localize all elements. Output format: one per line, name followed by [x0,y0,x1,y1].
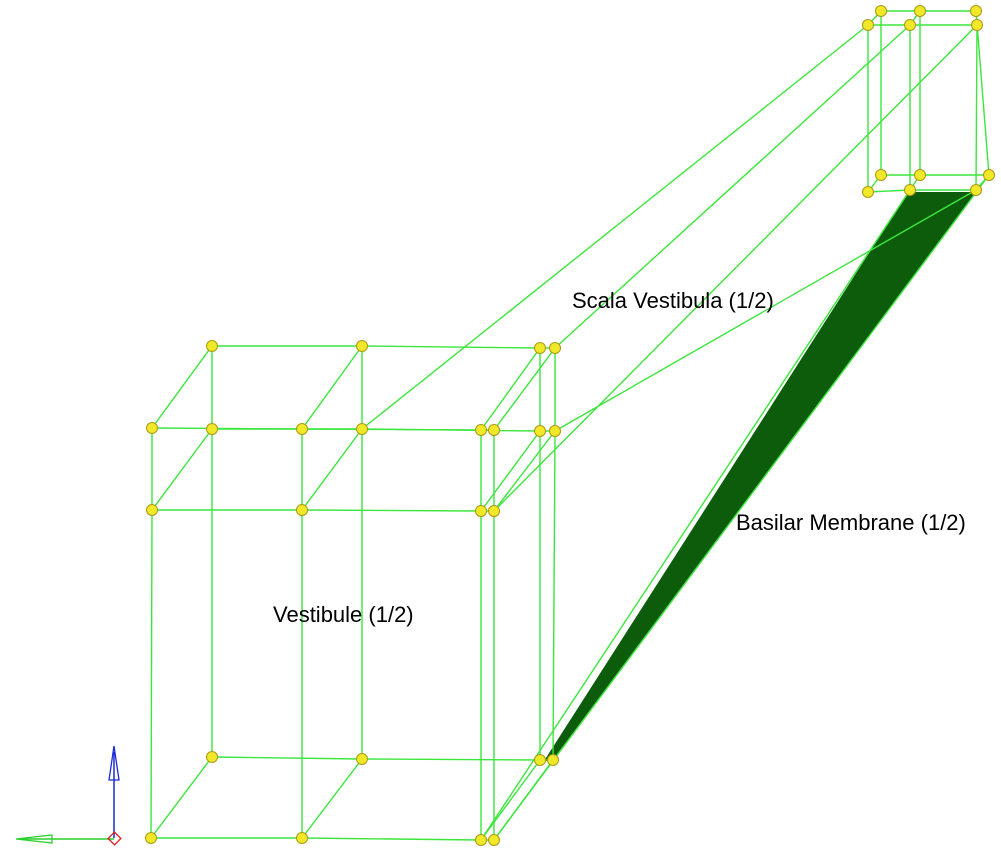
wireframe-edge [361,24,869,430]
wireframe-edges [150,10,990,841]
mesh-node[interactable] [146,422,158,434]
wireframe-edge [361,345,541,349]
wireframe-edge [301,837,482,841]
mesh-node[interactable] [206,751,218,763]
wireframe-edge [151,345,213,429]
mesh-node[interactable] [488,834,500,846]
vestibule-label: Vestibule (1/2) [273,602,414,627]
mesh-node[interactable] [206,423,218,435]
wireframe-edge [554,24,911,349]
mesh-node[interactable] [875,5,887,17]
wireframe-edge [301,428,482,431]
wireframe-edge [493,430,556,512]
basilar-membrane-surface[interactable] [544,192,976,761]
mesh-node[interactable] [146,504,158,516]
mesh-node[interactable] [549,342,561,354]
mesh-node[interactable] [296,832,308,844]
mesh-node[interactable] [862,19,874,31]
mesh-node[interactable] [904,19,916,31]
mesh-node[interactable] [296,504,308,516]
wireframe-edge [150,509,153,839]
wireframe-nodes [145,5,995,846]
wireframe-edge [493,24,978,512]
mesh-node[interactable] [914,5,926,17]
mesh-node[interactable] [488,424,500,436]
wireframe-edge [552,430,556,761]
wireframe-edge [554,189,977,432]
wireframe-edge [301,428,363,511]
wireframe-edge [480,347,541,431]
mesh-node[interactable] [970,184,982,196]
mesh-node[interactable] [971,19,983,31]
mesh-node[interactable] [145,832,157,844]
mesh-node[interactable] [206,340,218,352]
mesh-node[interactable] [475,834,487,846]
mesh-node[interactable] [475,505,487,517]
wireframe-edge [151,427,303,430]
axis-up-arrowhead [108,745,120,781]
wireframe-edge [480,189,911,841]
wireframe-edge [151,428,213,511]
mesh-node[interactable] [356,423,368,435]
wireframe-edge [301,758,363,839]
scala-vestibula-label: Scala Vestibula (1/2) [572,288,774,313]
wireframe-edge [480,430,541,512]
mesh-node[interactable] [862,186,874,198]
wireframe-edge [150,756,213,839]
wireframe-edge [211,756,363,760]
wireframe-edge [975,10,990,176]
mesh-node[interactable] [534,342,546,354]
axis-left-arrowhead [15,834,53,844]
mesh-node[interactable] [549,425,561,437]
wireframe-edge [867,189,911,193]
wireframe-edge [493,174,990,841]
mesh-node[interactable] [904,184,916,196]
mesh-node[interactable] [970,5,982,17]
wireframe-edge [975,24,978,191]
mesh-node[interactable] [875,169,887,181]
wireframe-edge [493,347,556,431]
wireframe-edge [301,345,363,430]
mesh-node[interactable] [488,505,500,517]
basilar-membrane-label: Basilar Membrane (1/2) [736,510,966,535]
mesh-node[interactable] [356,753,368,765]
mesh-node[interactable] [983,169,995,181]
mesh-node[interactable] [914,169,926,181]
axis-origin-marker [107,831,122,846]
wireframe-edge [480,759,541,841]
mesh-node[interactable] [534,425,546,437]
mesh-node[interactable] [296,423,308,435]
mesh-node[interactable] [475,424,487,436]
mesh-node[interactable] [356,340,368,352]
wireframe-edge [361,758,541,761]
mesh-node[interactable] [547,754,559,766]
mesh-node[interactable] [534,754,546,766]
wireframe-edge [301,509,482,512]
axis-triad-icon [15,745,122,846]
